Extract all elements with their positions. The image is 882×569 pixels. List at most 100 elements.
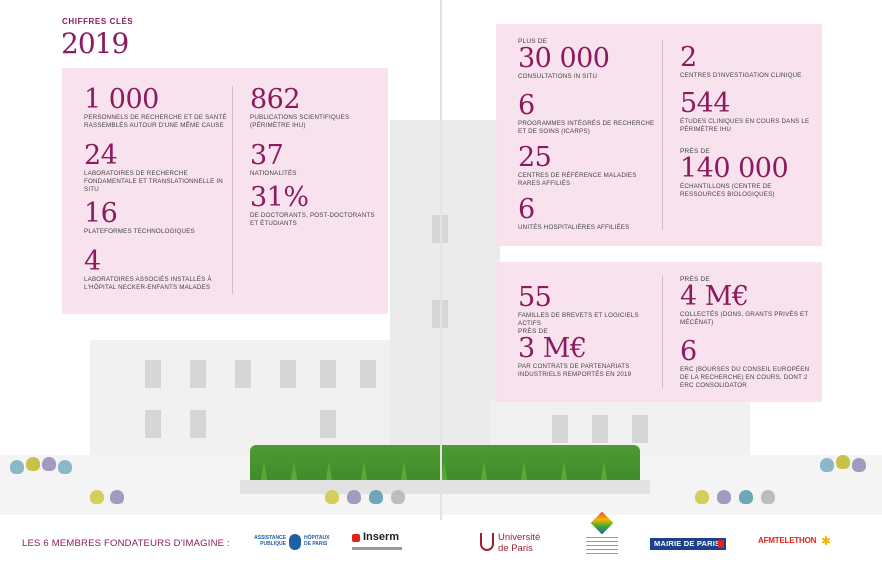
window	[190, 360, 206, 388]
chair	[369, 490, 383, 504]
stat-label: COLLECTÉS (DONS, GRANTS PRIVÉS ET MÉCÉNA…	[680, 311, 809, 326]
aphp-line3: HÔPITAUX	[304, 535, 330, 541]
stat-label: FAMILLES DE BREVETS ET LOGICIELS ACTIFS	[518, 312, 639, 327]
stat-value: 2	[680, 42, 697, 73]
stat-value: 30 000	[518, 43, 610, 74]
stat-label: LABORATOIRES DE RECHERCHE FONDAMENTALE E…	[84, 170, 223, 193]
stat-prefix: PLUS DE	[518, 38, 548, 45]
stat-erc-grants: 6 ERC (BOURSES DU CONSEIL EUROPÉEN DE LA…	[680, 338, 814, 390]
chair	[717, 490, 731, 504]
mairie-de-paris-logo: MAIRIE DE PARIS	[650, 538, 726, 550]
window	[632, 415, 648, 443]
inserm-logo: Inserm	[352, 531, 412, 555]
stat-label: CONSULTATIONS IN SITU	[518, 73, 598, 80]
stat-personnel: 1 000 PERSONNELS DE RECHERCHE ET DE SANT…	[84, 86, 234, 130]
section-kicker: CHIFFRES CLÉS	[62, 17, 134, 26]
chair	[58, 460, 72, 474]
stat-laboratories: 24 LABORATOIRES DE RECHERCHE FONDAMENTAL…	[84, 142, 234, 194]
stat-label: ÉCHANTILLONS (CENTRE DE RESSOURCES BIOLO…	[680, 183, 775, 198]
mairie-wordmark: MAIRIE DE PARIS	[654, 539, 721, 548]
chair	[90, 490, 104, 504]
universite-de-paris-logo: Université de Paris	[480, 531, 560, 557]
aphp-line4: DE PARIS	[304, 541, 328, 547]
afm-wordmark: AFMTELETHON	[758, 536, 817, 545]
stat-prefix: PRÈS DE	[680, 276, 710, 283]
stat-samples: PRÈS DE 140 000 ÉCHANTILLONS (CENTRE DE …	[680, 148, 814, 199]
window	[145, 410, 161, 438]
universite-emblem-icon	[480, 533, 494, 551]
stat-funds-collected: PRÈS DE 4 M€ COLLECTÉS (DONS, GRANTS PRI…	[680, 276, 814, 327]
inserm-wordmark: Inserm	[363, 531, 400, 543]
inserm-emblem-icon	[352, 534, 360, 542]
stat-label: CENTRES DE RÉFÉRENCE MALADIES RARES AFFI…	[518, 172, 637, 187]
stat-value: 55	[518, 282, 552, 313]
stat-partnership-contracts: PRÈS DE 3 M€ PAR CONTRATS DE PARTENARIAT…	[518, 328, 658, 379]
column-divider	[662, 276, 663, 388]
planter-base	[240, 480, 650, 494]
aphp-logo-text-right: HÔPITAUX DE PARIS	[304, 535, 329, 547]
stat-label: ERC (BOURSES DU CONSEIL EUROPÉEN DE LA R…	[680, 366, 810, 389]
chair	[695, 490, 709, 504]
stat-publications: 862 PUBLICATIONS SCIENTIFIQUES (PÉRIMÈTR…	[250, 86, 378, 130]
window	[320, 410, 336, 438]
stat-label: PROGRAMMES INTÉGRÉS DE RECHERCHE ET DE S…	[518, 120, 655, 135]
chair	[761, 490, 775, 504]
stat-label: NATIONALITÉS	[250, 170, 297, 177]
window	[592, 415, 608, 443]
chair	[347, 490, 361, 504]
aphp-emblem-icon	[289, 534, 301, 550]
stat-clinical-studies: 544 ÉTUDES CLINIQUES EN COURS DANS LE PÉ…	[680, 90, 814, 134]
stat-value: 31%	[250, 182, 309, 213]
universite-line2: de Paris	[498, 543, 533, 554]
aphp-line2: PUBLIQUE	[260, 541, 286, 547]
stat-value: 24	[84, 140, 118, 171]
universite-line1: Université	[498, 532, 541, 543]
stat-patents: 55 FAMILLES DE BREVETS ET LOGICIELS ACTI…	[518, 284, 658, 328]
inserm-tagline-bar	[352, 547, 402, 550]
stat-hospital-units: 6 UNITÉS HOSPITALIÈRES AFFILIÉES	[518, 196, 658, 232]
column-divider	[232, 86, 233, 294]
stat-associated-labs: 4 LABORATOIRES ASSOCIÉS INSTALLÉS À L'HÔ…	[84, 248, 234, 292]
stats-panel-clinical: PLUS DE 30 000 CONSULTATIONS IN SITU 6 P…	[496, 24, 822, 246]
stats-panel-research: 1 000 PERSONNELS DE RECHERCHE ET DE SANT…	[62, 68, 388, 314]
window	[145, 360, 161, 388]
stat-value: 1 000	[84, 84, 159, 115]
aphp-logo-text-left: ASSISTANCE PUBLIQUE	[254, 535, 286, 547]
window	[552, 415, 568, 443]
chair	[110, 490, 124, 504]
stat-value: 4 M€	[680, 281, 749, 312]
stat-doctoral: 31% DE DOCTORANTS, POST-DOCTORANTS ET ÉT…	[250, 184, 378, 228]
chair	[42, 457, 56, 471]
chair	[836, 455, 850, 469]
page-title-year: 2019	[61, 27, 129, 60]
stat-value: 6	[518, 90, 535, 121]
fondation-logo	[584, 511, 620, 563]
aphp-logo: ASSISTANCE PUBLIQUE HÔPITAUX DE PARIS	[254, 533, 336, 555]
stat-investigation-centers: 2 CENTRES D'INVESTIGATION CLINIQUE	[680, 44, 814, 80]
chair	[739, 490, 753, 504]
chair	[10, 460, 24, 474]
fondation-emblem-icon	[590, 511, 614, 535]
stat-value: 6	[518, 194, 535, 225]
stat-value: 4	[84, 246, 101, 277]
stat-icarps: 6 PROGRAMMES INTÉGRÉS DE RECHERCHE ET DE…	[518, 92, 658, 136]
stat-label: UNITÉS HOSPITALIÈRES AFFILIÉES	[518, 224, 630, 231]
aphp-line1: ASSISTANCE	[254, 535, 286, 541]
chair	[391, 490, 405, 504]
stat-value: 862	[250, 84, 301, 115]
stat-platforms: 16 PLATEFORMES TECHNOLOGIQUES	[84, 200, 234, 236]
stat-label: PUBLICATIONS SCIENTIFIQUES (PÉRIMÈTRE IH…	[250, 114, 350, 129]
window	[320, 360, 336, 388]
stat-label: PLATEFORMES TECHNOLOGIQUES	[84, 228, 195, 235]
chair	[820, 458, 834, 472]
stat-label: DE DOCTORANTS, POST-DOCTORANTS ET ÉTUDIA…	[250, 212, 375, 227]
window	[235, 360, 251, 388]
footer	[0, 520, 882, 569]
mairie-flag-icon	[718, 540, 724, 548]
stat-value: 3 M€	[518, 333, 587, 364]
fondation-text-lines	[586, 537, 618, 557]
stat-label: CENTRES D'INVESTIGATION CLINIQUE	[680, 72, 802, 79]
stat-label: PERSONNELS DE RECHERCHE ET DE SANTÉ RASS…	[84, 114, 227, 129]
stat-value: 16	[84, 198, 118, 229]
stat-value: 544	[680, 88, 731, 119]
